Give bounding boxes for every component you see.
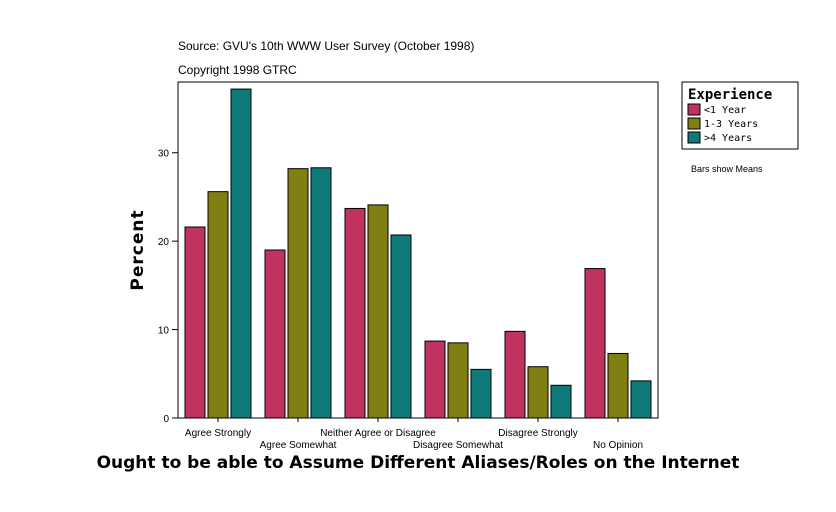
- x-tick-label: Disagree Strongly: [498, 428, 577, 439]
- bar: [424, 340, 446, 419]
- x-tick-label: Neither Agree or Disagree: [320, 428, 436, 439]
- y-tick-label: 20: [158, 237, 170, 248]
- bar: [344, 207, 366, 419]
- chart-title: Ought to be able to Assume Different Ali…: [97, 453, 740, 473]
- bar: [390, 234, 412, 419]
- y-axis: 0 10 20 30: [158, 149, 178, 425]
- x-tick-label: Disagree Somewhat: [413, 440, 503, 451]
- bar: [287, 168, 309, 419]
- bar: [630, 380, 652, 419]
- bar: [470, 368, 492, 419]
- legend-swatch: [687, 103, 701, 116]
- bar: [550, 384, 572, 419]
- x-tick-label: Agree Strongly: [185, 428, 251, 439]
- copyright-line: Copyright 1998 GTRC: [178, 63, 297, 77]
- bar: [310, 167, 332, 419]
- legend-item-label: <1 Year: [704, 105, 746, 116]
- y-tick-label: 0: [163, 414, 169, 425]
- legend-swatch: [687, 117, 701, 130]
- y-tick-label: 10: [158, 326, 170, 337]
- bar: [367, 204, 389, 419]
- bar: [584, 268, 606, 419]
- legend-item-label: >4 Years: [704, 133, 752, 144]
- legend: Experience <1 Year 1-3 Years >4 Years: [681, 81, 799, 150]
- y-tick-label: 30: [158, 149, 170, 160]
- x-tick-label: No Opinion: [593, 440, 643, 451]
- y-axis-label: Percent: [128, 209, 148, 290]
- bar: [527, 366, 549, 419]
- plot-frame: [177, 81, 659, 419]
- bars: [184, 88, 652, 419]
- bars-note: Bars show Means: [691, 164, 763, 174]
- bar: [504, 330, 526, 419]
- source-line: Source: GVU's 10th WWW User Survey (Octo…: [178, 39, 474, 53]
- legend-item-label: 1-3 Years: [704, 119, 758, 130]
- bar: [230, 88, 252, 419]
- bar: [607, 352, 629, 419]
- bar: [184, 226, 206, 419]
- bar: [207, 191, 229, 419]
- legend-box: [681, 81, 799, 150]
- bar: [264, 249, 286, 419]
- legend-title: Experience: [688, 87, 772, 103]
- legend-swatch: [687, 131, 701, 144]
- bar: [447, 342, 469, 419]
- x-tick-label: Agree Somewhat: [260, 440, 337, 451]
